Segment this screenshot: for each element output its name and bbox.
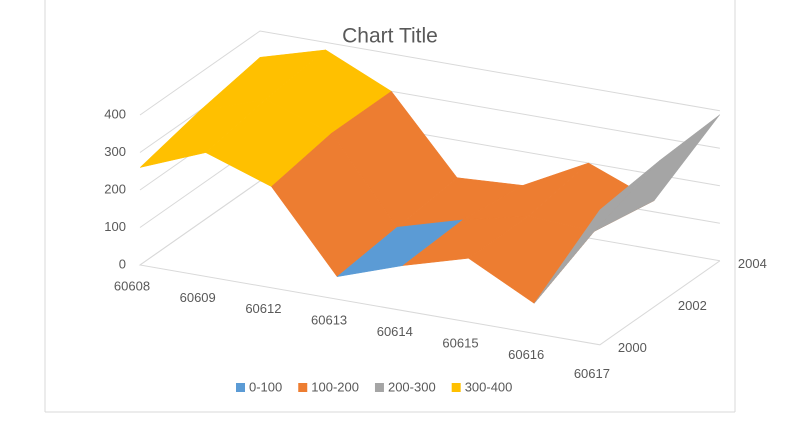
legend-label: 0-100 xyxy=(249,379,282,394)
legend-swatch xyxy=(451,383,461,392)
x-tick-label: 60613 xyxy=(311,313,347,328)
z-tick-label: 300 xyxy=(104,144,126,159)
z-tick-label: 200 xyxy=(104,181,126,196)
z-tick-label: 100 xyxy=(104,219,126,234)
z-tick-label: 0 xyxy=(119,256,126,271)
surface-cell xyxy=(533,160,661,304)
x-tick-label: 60608 xyxy=(114,278,150,293)
depth-tick-label: 2002 xyxy=(678,298,707,313)
x-tick-label: 60615 xyxy=(442,335,478,350)
x-tick-label: 60609 xyxy=(180,290,216,305)
legend-swatch xyxy=(236,383,245,392)
surface-cell xyxy=(594,114,721,232)
legend-swatch xyxy=(298,383,308,392)
depth-tick-label: 2000 xyxy=(618,340,647,355)
x-tick-label: 60617 xyxy=(574,366,610,381)
z-tick-label: 400 xyxy=(104,106,126,121)
axis-line xyxy=(138,180,721,346)
legend-swatch xyxy=(374,383,384,392)
legend-label: 100-200 xyxy=(311,379,359,394)
legend-label: 200-300 xyxy=(388,379,436,394)
x-tick-label: 60612 xyxy=(245,301,281,316)
chart-title: Chart Title xyxy=(342,25,438,48)
depth-tick-label: 2004 xyxy=(738,256,767,271)
x-tick-label: 60616 xyxy=(508,347,544,362)
x-tick-label: 60614 xyxy=(377,324,413,339)
legend-label: 300-400 xyxy=(465,379,513,394)
grid-line xyxy=(139,30,720,116)
